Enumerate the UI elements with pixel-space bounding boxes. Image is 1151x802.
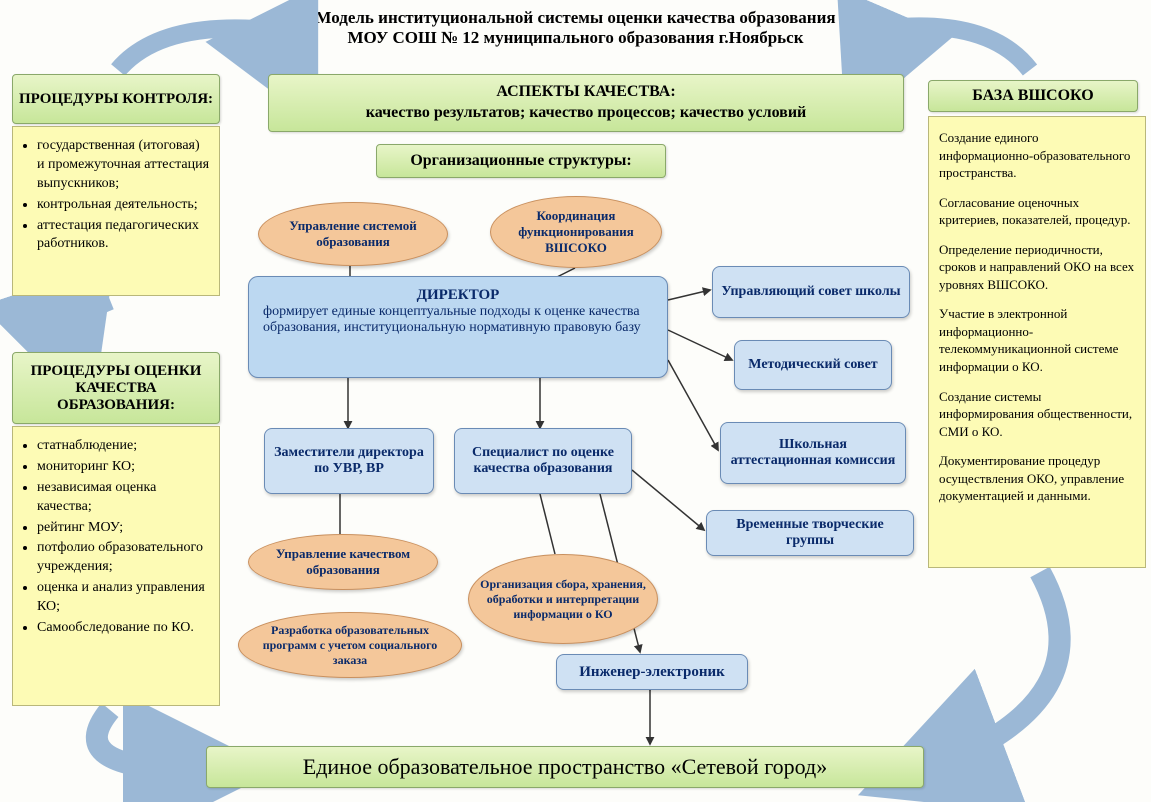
- right-header: БАЗА ВШСОКО: [928, 80, 1138, 112]
- right-para: Документирование процедур осуществления …: [939, 452, 1135, 505]
- list-item: оценка и анализ управления КО;: [37, 579, 209, 617]
- left-top-header: ПРОЦЕДУРЫ КОНТРОЛЯ:: [12, 74, 220, 124]
- aspects-header: АСПЕКТЫ КАЧЕСТВА: качество результатов; …: [268, 74, 904, 132]
- list-item: статнаблюдение;: [37, 437, 209, 456]
- box-deputies: Заместители директора по УВР, ВР: [264, 428, 434, 494]
- page-title-1: Модель институциональной системы оценки …: [0, 8, 1151, 28]
- right-para: Участие в электронной информационно-теле…: [939, 305, 1135, 375]
- box-attest-commission: Школьная аттестационная комиссия: [720, 422, 906, 484]
- left-top-panel: государственная (итоговая) и промежуточн…: [12, 126, 220, 296]
- box-specialist: Специалист по оценке качества образовани…: [454, 428, 632, 494]
- ellipse-coord-vshsoko: Координация функционирования ВШСОКО: [490, 196, 662, 268]
- list-item: Самообследование по КО.: [37, 619, 209, 638]
- director-body: формирует единые концептуальные подходы …: [263, 304, 653, 336]
- list-item: рейтинг МОУ;: [37, 519, 209, 538]
- box-method-council: Методический совет: [734, 340, 892, 390]
- ellipse-manage-quality: Управление качеством образования: [248, 534, 438, 590]
- bottom-network-bar: Единое образовательное пространство «Сет…: [206, 746, 924, 788]
- director-box: ДИРЕКТОР формирует единые концептуальные…: [248, 276, 668, 378]
- left-bot-header: ПРОЦЕДУРЫ ОЦЕНКИ КАЧЕСТВА ОБРАЗОВАНИЯ:: [12, 352, 220, 424]
- list-item: государственная (итоговая) и промежуточн…: [37, 137, 209, 194]
- list-item: контрольная деятельность;: [37, 196, 209, 215]
- right-panel: Создание единого информационно-образоват…: [928, 116, 1146, 568]
- list-item: мониторинг КО;: [37, 458, 209, 477]
- list-item: аттестация педагогических работников.: [37, 217, 209, 255]
- right-para: Согласование оценочных критериев, показа…: [939, 194, 1135, 229]
- right-para: Создание системы информирования обществе…: [939, 388, 1135, 441]
- box-engineer: Инженер-электроник: [556, 654, 748, 690]
- list-item: потфолио образовательного учреждения;: [37, 539, 209, 577]
- left-bot-list: статнаблюдение; мониторинг КО; независим…: [23, 437, 209, 638]
- right-para: Создание единого информационно-образоват…: [939, 129, 1135, 182]
- aspects-title: АСПЕКТЫ КАЧЕСТВА:: [496, 82, 675, 103]
- box-temp-groups: Временные творческие группы: [706, 510, 914, 556]
- director-title: ДИРЕКТОР: [263, 287, 653, 304]
- page-title-2: МОУ СОШ № 12 муниципального образования …: [0, 28, 1151, 48]
- ellipse-dev-programs: Разработка образовательных программ с уч…: [238, 612, 462, 678]
- list-item: независимая оценка качества;: [37, 479, 209, 517]
- aspects-sub: качество результатов; качество процессов…: [366, 103, 807, 124]
- right-para: Определение периодичности, сроков и напр…: [939, 241, 1135, 294]
- ellipse-manage-edu-system: Управление системой образования: [258, 202, 448, 266]
- org-struct-header: Организационные структуры:: [376, 144, 666, 178]
- left-bot-panel: статнаблюдение; мониторинг КО; независим…: [12, 426, 220, 706]
- box-governing-council: Управляющий совет школы: [712, 266, 910, 318]
- ellipse-org-data: Организация сбора, хранения, обработки и…: [468, 554, 658, 644]
- left-top-list: государственная (итоговая) и промежуточн…: [23, 137, 209, 254]
